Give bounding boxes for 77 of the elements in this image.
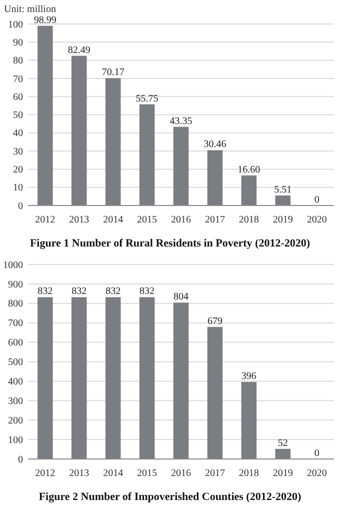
x-tick-label: 2016: [171, 214, 191, 226]
x-tick-label: 2018: [238, 468, 259, 479]
text: Figure 2 Number of Impoverished Counties (2012-2020): [38, 491, 302, 503]
data-label: 832: [140, 286, 155, 298]
x-tick-label: 2015: [137, 214, 158, 226]
x-tick-label: 2020: [306, 468, 327, 479]
bar: [71, 56, 87, 206]
x-tick-label: 2017: [204, 468, 225, 479]
y-tick-label: 50: [13, 110, 23, 122]
data-label: 5.51: [274, 184, 292, 196]
bar: [38, 26, 53, 206]
bar: [139, 297, 155, 459]
bar: [207, 326, 223, 459]
data-label: 0: [314, 194, 320, 206]
x-tick-label: 2019: [272, 468, 293, 479]
y-tick-label: 700: [8, 318, 23, 330]
y-tick-label: 600: [8, 338, 23, 349]
data-label: 679: [207, 316, 222, 327]
bar: [207, 150, 223, 206]
bar: [173, 126, 189, 206]
data-label: 43.35: [170, 116, 192, 127]
y-tick-label: 500: [8, 357, 23, 368]
bar: [105, 78, 121, 206]
bar: [275, 448, 291, 459]
data-label: 804: [174, 292, 188, 303]
bar: [241, 382, 257, 459]
data-label: 55.75: [136, 93, 158, 104]
x-tick-label: 2012: [35, 214, 56, 226]
y-tick-label: 400: [8, 376, 23, 388]
y-tick-label: 90: [13, 37, 23, 48]
data-label: 0: [314, 448, 320, 459]
data-label: 832: [72, 286, 87, 298]
x-tick-label: 2018: [238, 214, 259, 226]
data-label: 832: [38, 286, 53, 298]
y-tick-label: 300: [8, 396, 23, 407]
data-label: 832: [106, 286, 121, 298]
bar: [139, 104, 155, 206]
data-label: 16.60: [238, 164, 260, 176]
bar: [38, 297, 53, 459]
x-tick-label: 2016: [171, 468, 191, 479]
x-tick-label: 2013: [69, 468, 90, 479]
data-label: 98.99: [34, 14, 56, 26]
x-tick-label: 2017: [204, 214, 225, 226]
data-label: 396: [241, 370, 256, 382]
y-tick-label: 100: [8, 434, 23, 446]
x-tick-label: 2015: [137, 468, 158, 479]
bar: [275, 196, 291, 206]
bar: [173, 302, 189, 459]
y-tick-label: 200: [8, 415, 23, 426]
y-tick-label: 800: [8, 298, 23, 310]
data-label: 52: [278, 438, 288, 449]
data-label: 82.49: [68, 44, 90, 56]
y-tick-label: 40: [13, 128, 23, 140]
y-tick-label: 0: [18, 454, 23, 466]
y-tick-label: 60: [13, 92, 23, 103]
x-tick-label: 2012: [35, 468, 56, 479]
y-tick-label: 900: [8, 279, 23, 290]
bar: [241, 175, 257, 206]
y-tick-label: 100: [8, 19, 23, 30]
data-label: 70.17: [102, 67, 124, 78]
y-tick-label: 10: [13, 182, 23, 194]
x-tick-label: 2013: [69, 214, 90, 226]
y-tick-label: 20: [13, 164, 23, 176]
data-label: 30.46: [204, 139, 226, 150]
y-tick-label: 1000: [3, 260, 23, 271]
y-axis-title: Unit: million: [4, 4, 56, 15]
y-tick-label: 30: [13, 146, 23, 158]
x-tick-label: 2014: [103, 468, 124, 479]
y-tick-label: 80: [13, 56, 23, 67]
bar: [105, 297, 121, 459]
text: Figure 1 Number of Rural Residents in Poverty (2012-2020): [30, 238, 310, 250]
x-tick-label: 2019: [272, 214, 293, 226]
y-tick-label: 70: [13, 74, 23, 85]
y-tick-label: 0: [18, 200, 23, 212]
bar: [71, 297, 87, 459]
x-tick-label: 2020: [306, 214, 327, 226]
x-tick-label: 2014: [103, 214, 124, 226]
